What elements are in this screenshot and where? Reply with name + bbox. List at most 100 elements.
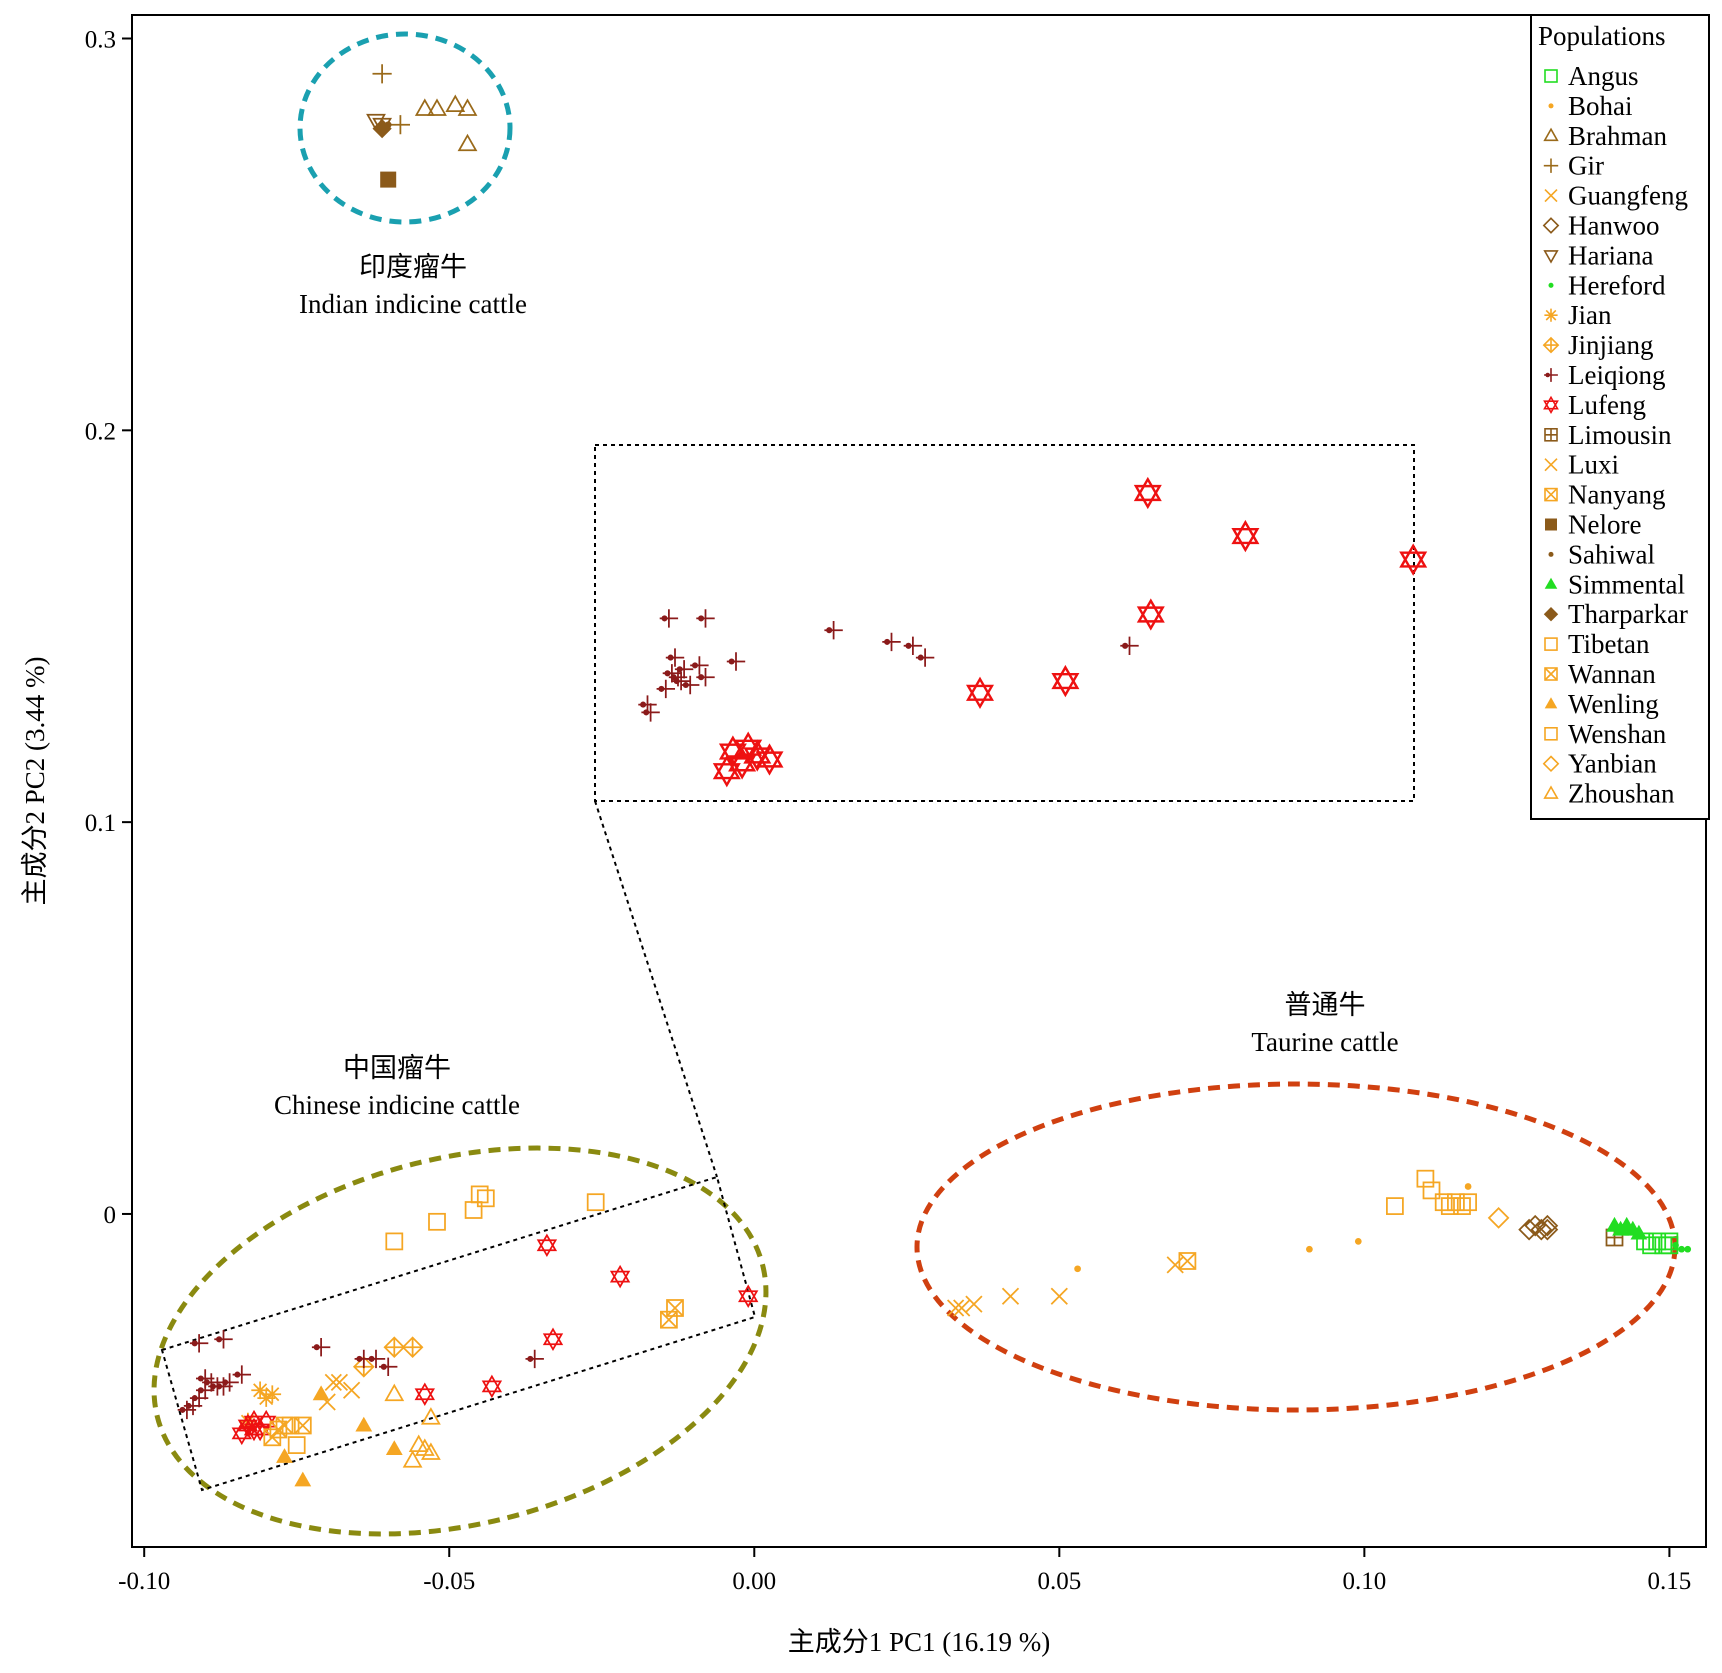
point-brahman (414, 98, 435, 116)
point-wannan (275, 1416, 294, 1435)
plot-frame (131, 14, 1707, 1548)
legend-marker-leiqiong (1544, 368, 1558, 382)
legend-marker-jian (1544, 308, 1558, 322)
legend-marker-hereford (1548, 282, 1554, 288)
inset-point-leiqiong (674, 660, 694, 679)
point-angus (1648, 1232, 1667, 1251)
point-leiqiong (525, 1349, 544, 1369)
y-tick-label: 0.1 (85, 810, 116, 837)
inset-data-points (638, 476, 1428, 788)
point-leiqiong (189, 1334, 209, 1353)
y-tick-labels: 0 0.1 0.2 0.3 (85, 27, 116, 1229)
point-guangfeng (965, 1295, 983, 1313)
point-wenshan (281, 1416, 300, 1435)
inset-point-leiqiong (726, 652, 746, 671)
y-tick-label: 0.2 (85, 418, 116, 445)
legend-marker-wenshan (1544, 726, 1558, 741)
legend-label-hereford: Hereford (1568, 270, 1666, 300)
point-wannan (660, 1310, 678, 1329)
point-leiqiong (311, 1337, 331, 1357)
indian-cluster-label-en: Indian indicine cattle (299, 289, 527, 319)
legend-label-luxi: Luxi (1568, 450, 1619, 480)
point-wenling (355, 1416, 373, 1432)
inset-point-lufeng (755, 743, 784, 776)
inset-point-leiqiong (690, 656, 709, 675)
inset-point-lufeng (1133, 476, 1162, 510)
legend-marker-hariana (1543, 250, 1559, 264)
inset-point-lufeng (712, 755, 741, 788)
x-tick-label: 0.00 (732, 1568, 776, 1595)
legend-label-lufeng: Lufeng (1568, 390, 1646, 420)
point-gir (390, 115, 410, 135)
legend-label-guangfeng: Guangfeng (1568, 181, 1688, 211)
point-nanyang (293, 1416, 312, 1435)
legend-label-nelore: Nelore (1568, 510, 1641, 540)
inset-point-leiqiong (824, 621, 843, 640)
point-nelore (380, 171, 397, 188)
legend-marker-gir (1543, 158, 1559, 173)
point-tibetan (1386, 1197, 1404, 1215)
zoom-connector-line (594, 800, 718, 1178)
point-brahman (457, 98, 478, 116)
y-tick-label: 0 (104, 1202, 117, 1229)
legend-marker-nelore (1545, 518, 1557, 531)
legend-label-jian: Jian (1568, 300, 1612, 330)
point-tibetan (470, 1185, 489, 1204)
point-hereford (1678, 1245, 1685, 1253)
point-yanbian (1487, 1207, 1510, 1229)
legend-box (1530, 14, 1710, 820)
legend-marker-lufeng (1543, 395, 1559, 414)
indian-cluster-label-zh: 印度瘤牛 (359, 252, 467, 282)
legend-label-hanwoo: Hanwoo (1568, 211, 1659, 241)
point-tibetan (476, 1189, 495, 1208)
point-tibetan (1447, 1193, 1465, 1212)
inset-point-leiqiong (882, 632, 901, 652)
inset-point-leiqiong (671, 671, 691, 691)
point-zhoushan (384, 1383, 405, 1402)
legend-label-jinjiang: Jinjiang (1568, 330, 1654, 360)
point-tibetan (1416, 1169, 1435, 1188)
point-luxi (946, 1299, 965, 1317)
chinese-cluster-ellipse (151, 1145, 769, 1537)
inset-point-leiqiong (696, 668, 715, 687)
axis-ticks (122, 37, 1671, 1557)
point-hereford (1672, 1241, 1679, 1249)
point-guangfeng (324, 1373, 342, 1392)
inset-point-leiqiong (656, 679, 675, 699)
legend-label-limousin: Limousin (1568, 420, 1672, 450)
point-lufeng (536, 1233, 558, 1258)
taurine-cluster-label-zh: 普通牛 (1285, 990, 1366, 1020)
point-wenling (385, 1440, 403, 1455)
legend-label-tharparkar: Tharparkar (1568, 599, 1688, 629)
x-tick-labels: -0.10 -0.05 0.00 0.05 0.10 0.15 (118, 1568, 1691, 1595)
inset-point-leiqiong (1120, 636, 1139, 655)
point-tibetan (385, 1232, 404, 1251)
point-jinjiang (383, 1336, 406, 1359)
legend-label-wannan: Wannan (1568, 659, 1656, 689)
point-jinjiang (401, 1336, 424, 1359)
point-hereford (1684, 1245, 1692, 1253)
data-points (177, 64, 1692, 1487)
zoom-selection-box (160, 1175, 757, 1492)
legend-label-wenling: Wenling (1568, 689, 1659, 719)
point-jian (263, 1385, 282, 1403)
point-brahman (427, 98, 447, 116)
legend-marker-angus (1544, 69, 1558, 83)
legend-marker-brahman (1543, 127, 1559, 142)
x-tick-label: 0.10 (1342, 1568, 1386, 1595)
point-wenling (312, 1385, 330, 1401)
point-nanyang (1178, 1252, 1197, 1270)
legend-marker-nanyang (1544, 487, 1558, 502)
point-tibetan (1422, 1181, 1441, 1200)
legend-label-simmental: Simmental (1568, 569, 1685, 599)
point-gir (372, 64, 392, 84)
point-leiqiong (366, 1349, 386, 1369)
inset-point-leiqiong (659, 609, 679, 628)
legend-label-angus: Angus (1568, 61, 1639, 91)
point-angus (1654, 1236, 1673, 1255)
point-leiqiong (232, 1365, 252, 1384)
legend-label-sahiwal: Sahiwal (1568, 539, 1655, 569)
point-bohai (1464, 1183, 1472, 1190)
point-simmental (1624, 1220, 1642, 1236)
